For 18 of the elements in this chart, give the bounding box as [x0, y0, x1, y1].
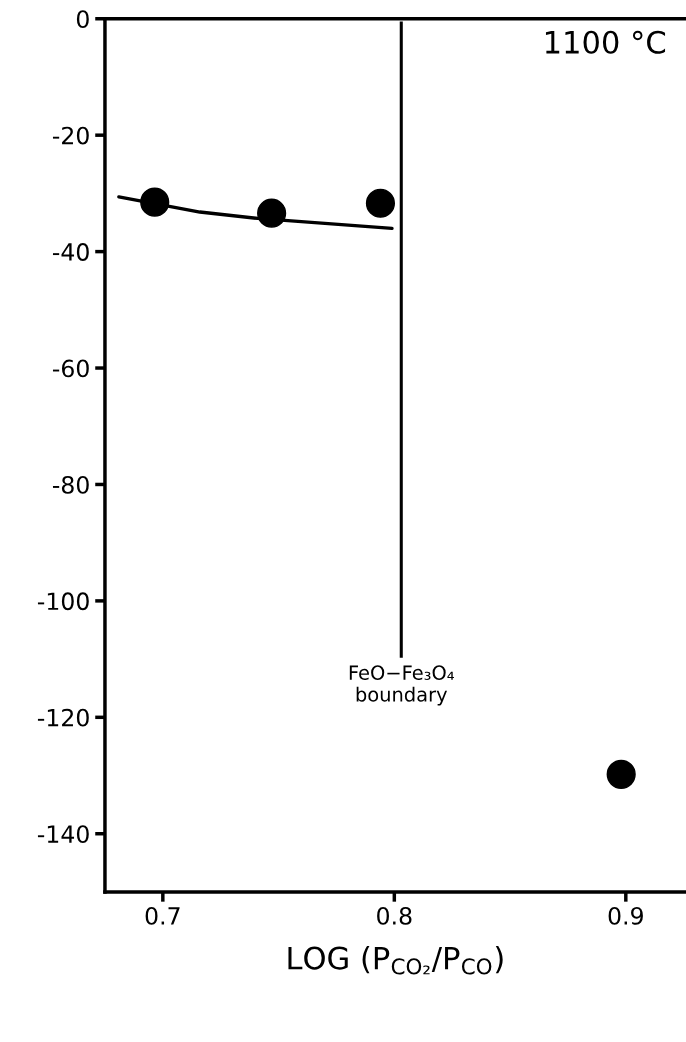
- y-tick-label: -120: [37, 708, 89, 727]
- point: [606, 759, 636, 789]
- y-tick-label: -60: [52, 359, 89, 378]
- point: [140, 187, 170, 217]
- y-tick-label: -20: [52, 126, 89, 145]
- ref-line-label: FeO−Fe₃O₄ boundary: [349, 665, 454, 706]
- y-tick-label: -40: [52, 243, 89, 261]
- annotation: 1100 °C: [545, 30, 666, 54]
- y-tick-label: 0: [76, 10, 89, 29]
- point: [257, 198, 287, 228]
- point: [365, 188, 396, 218]
- x-tick-label: 0.7: [145, 906, 180, 925]
- x-axis-title: LOG (P$_{CO₂}$/P$_{CO}$): [288, 946, 503, 975]
- y-tick-label: -80: [52, 475, 89, 494]
- y-tick-label: -140: [37, 825, 89, 844]
- x-tick-label: 0.8: [377, 906, 412, 925]
- x-tick-label: 0.9: [608, 906, 643, 925]
- y-tick-label: -100: [37, 592, 89, 611]
